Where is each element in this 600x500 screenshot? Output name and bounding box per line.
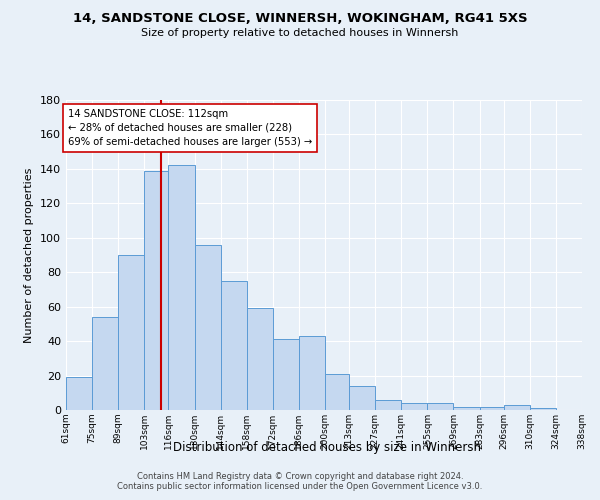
Bar xyxy=(375,400,401,410)
Bar xyxy=(401,403,427,410)
Text: Contains public sector information licensed under the Open Government Licence v3: Contains public sector information licen… xyxy=(118,482,482,491)
Bar xyxy=(273,340,299,410)
Bar xyxy=(479,406,504,410)
Y-axis label: Number of detached properties: Number of detached properties xyxy=(25,168,34,342)
Bar xyxy=(325,374,349,410)
Text: 14 SANDSTONE CLOSE: 112sqm
← 28% of detached houses are smaller (228)
69% of sem: 14 SANDSTONE CLOSE: 112sqm ← 28% of deta… xyxy=(68,108,312,146)
Text: Contains HM Land Registry data © Crown copyright and database right 2024.: Contains HM Land Registry data © Crown c… xyxy=(137,472,463,481)
Bar xyxy=(118,255,144,410)
Bar xyxy=(349,386,375,410)
Bar xyxy=(247,308,273,410)
Text: Size of property relative to detached houses in Winnersh: Size of property relative to detached ho… xyxy=(142,28,458,38)
Bar xyxy=(144,170,169,410)
Bar xyxy=(221,281,247,410)
Bar xyxy=(92,317,118,410)
Bar xyxy=(169,166,194,410)
Bar xyxy=(299,336,325,410)
Text: Distribution of detached houses by size in Winnersh: Distribution of detached houses by size … xyxy=(173,441,481,454)
Bar xyxy=(427,403,454,410)
Bar xyxy=(454,406,479,410)
Bar xyxy=(504,405,530,410)
Bar xyxy=(66,378,92,410)
Bar xyxy=(530,408,556,410)
Text: 14, SANDSTONE CLOSE, WINNERSH, WOKINGHAM, RG41 5XS: 14, SANDSTONE CLOSE, WINNERSH, WOKINGHAM… xyxy=(73,12,527,26)
Bar xyxy=(194,244,221,410)
